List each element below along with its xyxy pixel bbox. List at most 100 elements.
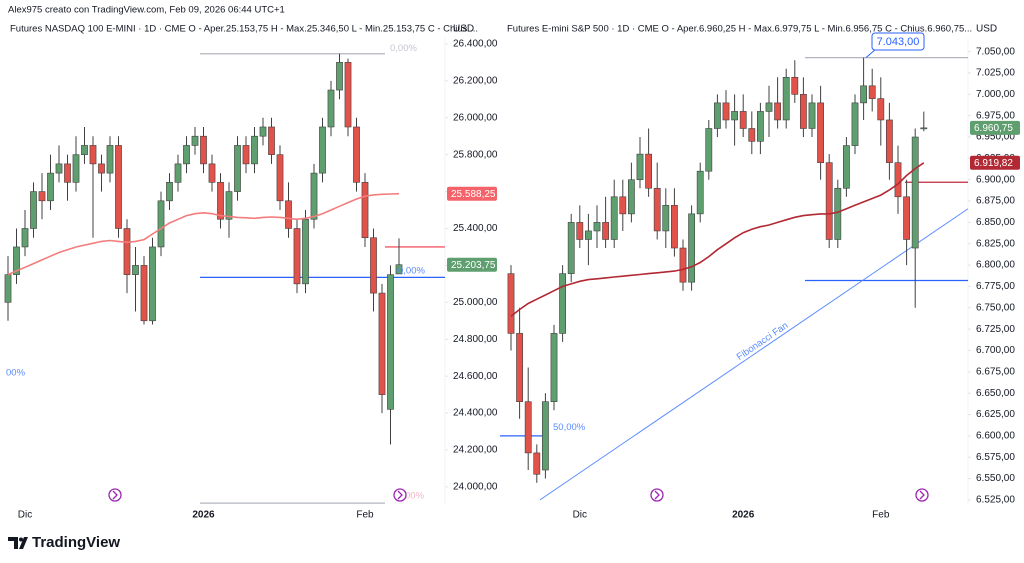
candle-body (662, 205, 670, 232)
event-icon (393, 488, 407, 502)
candle-body (610, 196, 618, 240)
y-tick-label: 6.775,00 (976, 281, 1015, 292)
candle-body (327, 89, 335, 128)
candle-body (516, 333, 523, 402)
candle-body (395, 264, 403, 275)
candle-body (183, 145, 190, 165)
y-tick-label: 7.000,00 (976, 89, 1015, 100)
candle-body (524, 401, 532, 454)
candle-body (353, 126, 360, 183)
chart-title: Futures NASDAQ 100 E-MINI · 1D · CME O -… (10, 24, 478, 35)
y-tick-label: 6.975,00 (976, 110, 1015, 121)
moving-average (510, 162, 925, 317)
candle-body (132, 265, 139, 275)
level-label: 0,00% (390, 43, 417, 54)
candle-body (688, 213, 695, 283)
candle-body (149, 246, 156, 322)
price-badge-label: 25.203,75 (451, 260, 496, 271)
fan-line (539, 208, 969, 501)
candle-body (765, 102, 773, 112)
candle-body (106, 145, 114, 174)
candle-body (336, 62, 343, 91)
candle-body (174, 163, 182, 183)
candle-body (217, 182, 224, 220)
candle-body (567, 222, 575, 274)
chart-panel: Futures E-mini S&P 500 · 1D · CME O - Ap… (500, 24, 1020, 521)
event-icon-glyph (919, 490, 925, 500)
x-tick-label: Dic (573, 510, 587, 521)
candle-body (894, 162, 902, 198)
candle-body (533, 452, 541, 475)
candle-body (714, 102, 721, 129)
candle-body (89, 145, 97, 165)
candle-body (731, 111, 738, 121)
y-tick-label: 26.000,00 (453, 112, 498, 123)
candle-body (911, 136, 919, 249)
candle-body (851, 102, 859, 146)
candle-body (636, 153, 644, 181)
price-badge (447, 257, 497, 272)
y-tick-label: 6.800,00 (976, 260, 1015, 271)
candle-body (98, 163, 105, 174)
x-tick-label: 2026 (192, 510, 215, 521)
candle-body (576, 222, 584, 240)
level-label: 0,00% (398, 265, 425, 276)
y-tick-label: 6.575,00 (976, 452, 1015, 463)
price-badge (447, 186, 497, 201)
candle-body (619, 196, 627, 215)
candle-body (30, 191, 37, 229)
candle-body (319, 126, 326, 174)
candle-body (191, 135, 199, 146)
candle-body (817, 102, 824, 163)
event-icon (650, 488, 664, 502)
chart-panel: Futures NASDAQ 100 E-MINI · 1D · CME O -… (4, 24, 498, 521)
candle-body (285, 200, 292, 229)
y-tick-label: 25.000,00 (453, 297, 498, 308)
y-tick-label: 24.600,00 (453, 371, 498, 382)
y-tick-label: 24.800,00 (453, 334, 498, 345)
x-tick-label: 2026 (732, 510, 755, 521)
candle-body (166, 182, 173, 202)
candle-body (886, 119, 893, 163)
candle-body (370, 237, 377, 294)
candle-body (507, 273, 515, 334)
y-tick-label: 6.750,00 (976, 302, 1015, 313)
y-tick-label: 24.200,00 (453, 445, 498, 456)
candle-body (293, 228, 301, 285)
y-tick-label: 24.400,00 (453, 408, 498, 419)
price-badge-label: 25.588,25 (451, 189, 496, 200)
candle-body (808, 102, 816, 129)
y-tick-label: 24.000,00 (453, 482, 498, 493)
event-icon-glyph (654, 490, 660, 500)
candle-body (72, 154, 80, 183)
candle-body (55, 163, 63, 174)
candle-body (679, 247, 687, 283)
candle-body (757, 111, 764, 142)
x-tick-label: Dic (18, 510, 32, 521)
candle-body (64, 163, 71, 183)
candle-body (748, 128, 756, 142)
price-badge-label: 6.960,75 (974, 123, 1013, 134)
candle-body (868, 85, 876, 99)
candle-body (645, 153, 652, 189)
y-tick-label: 26.200,00 (453, 75, 498, 86)
price-badge (970, 120, 1020, 135)
candle-body (361, 182, 369, 239)
candle-body (378, 292, 386, 395)
y-tick-label: 6.550,00 (976, 473, 1015, 484)
candle-body (115, 145, 122, 229)
price-badge (970, 155, 1020, 170)
x-tick-label: Feb (872, 510, 890, 521)
level-label: 00% (6, 368, 26, 379)
candle-body (671, 205, 678, 249)
candle-body (696, 170, 704, 215)
y-tick-label: 6.825,00 (976, 238, 1015, 249)
moving-average (7, 192, 400, 276)
candle-body (542, 401, 549, 471)
x-tick-label: Feb (356, 510, 374, 521)
y-tick-label: 6.725,00 (976, 324, 1015, 335)
y-tick-label: 6.650,00 (976, 388, 1015, 399)
y-tick-label: 7.050,00 (976, 46, 1015, 57)
candle-body (593, 222, 601, 232)
